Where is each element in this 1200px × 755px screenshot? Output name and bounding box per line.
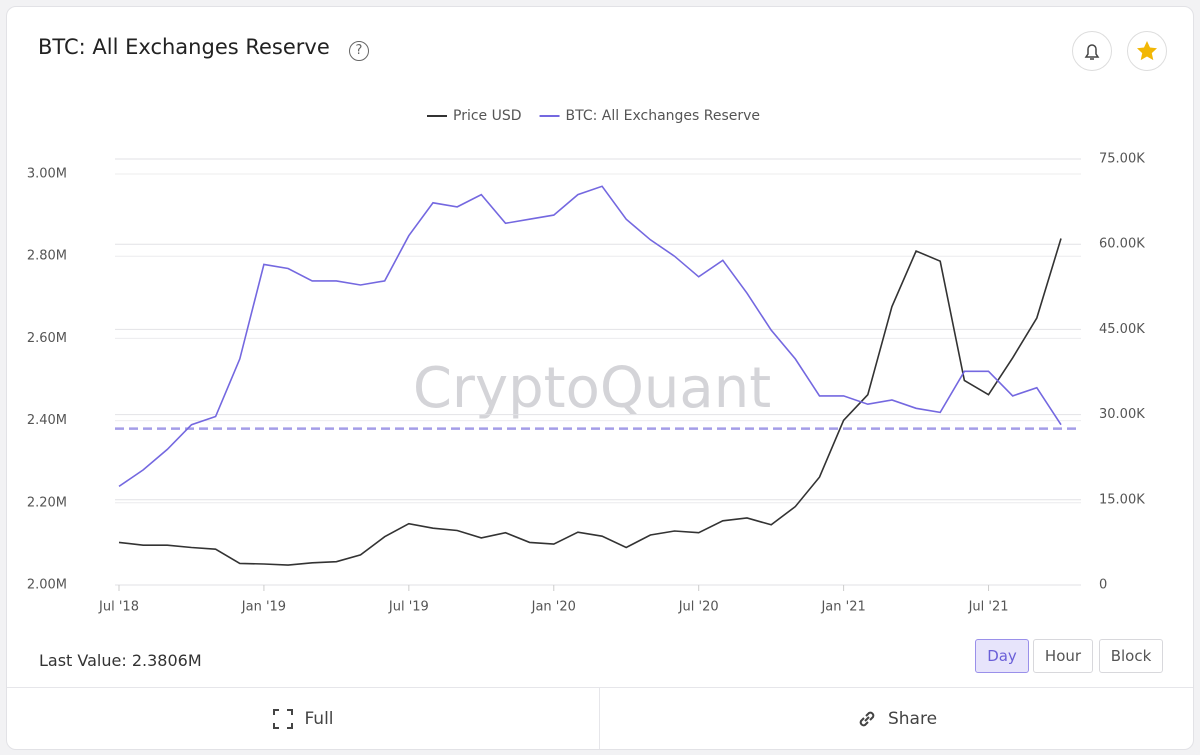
full-label: Full: [304, 708, 334, 729]
alert-button[interactable]: [1072, 31, 1112, 71]
y2-tick-label: 15.00K: [1099, 492, 1145, 507]
share-label: Share: [887, 708, 938, 729]
y-tick-label: 2.80M: [27, 249, 67, 264]
series-line: [118, 238, 1062, 566]
y-tick-label: 2.40M: [27, 413, 67, 428]
y-tick-label: 2.00M: [27, 578, 67, 593]
link-icon: [859, 711, 875, 726]
x-tick-label: Jul '20: [678, 600, 719, 615]
x-tick-label: Jul '21: [968, 600, 1009, 615]
full-icon: [273, 708, 294, 729]
y2-tick-label: 60.00K: [1099, 237, 1145, 252]
y2-tick-label: 30.00K: [1099, 407, 1145, 422]
star-icon: [1137, 41, 1157, 61]
chart: CryptoQuant 2.00M 2.20M 2.40M 2.60M 2.80M 3.0…: [27, 108, 1145, 615]
interval-button[interactable]: Hour: [1033, 639, 1093, 673]
share-button[interactable]: Share: [600, 688, 1193, 749]
y2-tick-label: 75.00K: [1099, 152, 1145, 167]
last-value-caption: Last Value:: [39, 651, 127, 670]
help-icon[interactable]: ?: [349, 41, 369, 61]
favorite-button[interactable]: [1127, 31, 1167, 71]
legend-label: BTC: All Exchanges Reserve: [566, 108, 761, 124]
interval-button[interactable]: Day: [975, 639, 1029, 673]
y2-tick-label: 0: [1099, 578, 1107, 593]
y-tick-label: 2.20M: [27, 495, 67, 510]
card: BTC: All Exchanges Reserve ? CryptoQuant…: [6, 6, 1194, 750]
title: BTC: All Exchanges Reserve: [38, 35, 330, 59]
y-tick-label: 2.60M: [27, 331, 67, 346]
x-tick-label: Jul '18: [98, 600, 139, 615]
divider: [7, 687, 1193, 688]
divider: [599, 687, 600, 749]
y2-tick-label: 45.00K: [1099, 322, 1145, 337]
interval-button[interactable]: Block: [1099, 639, 1163, 673]
x-tick-label: Jul '19: [388, 600, 429, 615]
legend-label: Price USD: [453, 108, 522, 124]
x-tick-label: Jan '19: [241, 600, 286, 615]
last-value-number: 2.3806M: [131, 651, 202, 670]
series-line: [118, 185, 1062, 488]
x-tick-label: Jan '21: [820, 600, 865, 615]
x-tick-label: Jan '20: [531, 600, 576, 615]
full-button[interactable]: Full: [7, 688, 599, 749]
y-tick-label: 3.00M: [27, 167, 67, 182]
last-value: Last Value: 2.3806M: [39, 651, 202, 670]
bell-icon: [1084, 44, 1100, 60]
watermark: CryptoQuant: [413, 356, 771, 421]
